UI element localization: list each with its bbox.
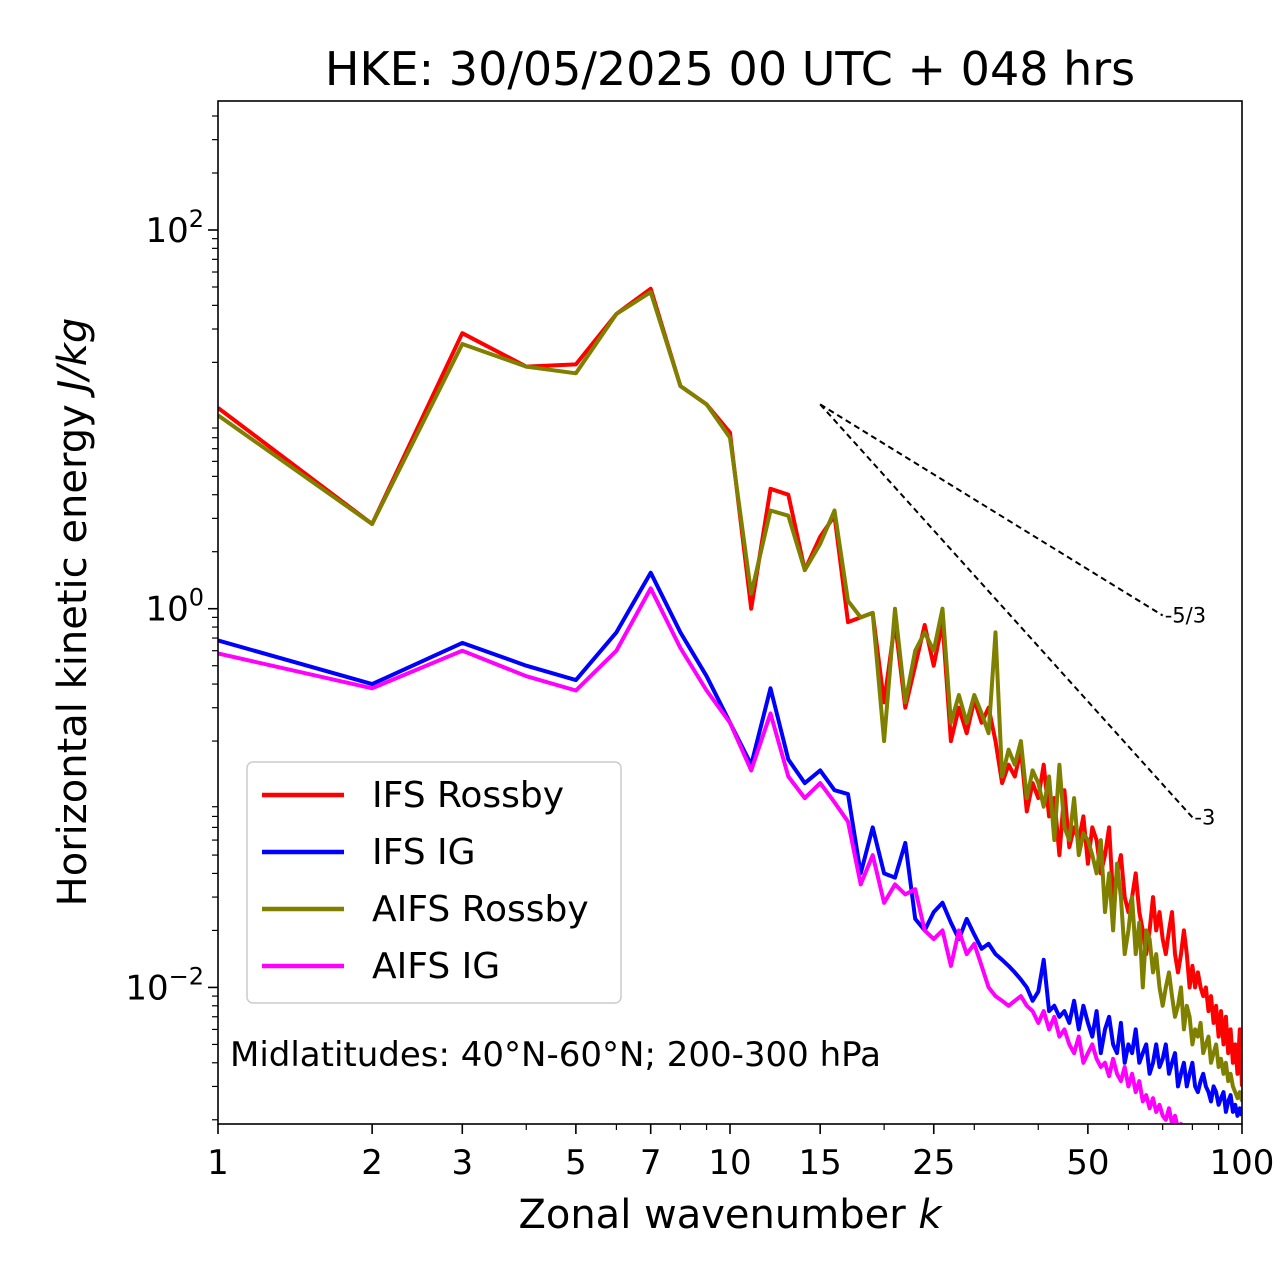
plot-frame xyxy=(217,100,1243,1125)
legend-box xyxy=(246,761,622,1004)
series-line-aifs-rossby xyxy=(218,290,1242,1102)
y-axis-label-text: Horizontal kinetic energy xyxy=(50,392,96,907)
region-annotation: Midlatitudes: 40°N-60°N; 200-300 hPa xyxy=(230,1035,881,1075)
legend-label-ifs-rossby: IFS Rossby xyxy=(372,775,564,816)
chart-title: HKE: 30/05/2025 00 UTC + 048 hrs xyxy=(325,42,1135,96)
y-tick-label: 102 xyxy=(145,205,204,251)
legend-label-aifs-rossby: AIFS Rossby xyxy=(372,889,589,930)
y-tick-label: 100 xyxy=(145,584,204,630)
legend-label-aifs-ig: AIFS IG xyxy=(372,946,500,987)
legend-label-ifs-ig: IFS IG xyxy=(372,832,476,873)
x-tick-label: 10 xyxy=(708,1143,751,1183)
y-tick-base: 10 xyxy=(125,968,168,1008)
legend-items: IFS Rossby IFS IG AIFS Rossby AIFS IG xyxy=(262,775,589,987)
x-tick-label: 2 xyxy=(361,1143,383,1183)
y-tick-exponent: 2 xyxy=(189,205,204,233)
y-tick-exponent: 0 xyxy=(189,584,204,612)
x-tick-label: 7 xyxy=(640,1143,662,1183)
reference-slope-layer: -5/3 -3 xyxy=(819,403,1215,829)
y-tick-exponent: −2 xyxy=(169,962,204,990)
x-tick-label: 3 xyxy=(451,1143,473,1183)
y-tick-label: 10−2 xyxy=(125,962,204,1008)
y-axis-label-unit: J/kg xyxy=(50,318,96,399)
series-line-aifs-ig xyxy=(218,586,1184,1124)
x-tick-label: 15 xyxy=(799,1143,842,1183)
x-tick-label: 1 xyxy=(207,1143,229,1183)
x-tick-label: 25 xyxy=(912,1143,955,1183)
series-layer xyxy=(218,286,1242,1124)
slope-line--5/3 xyxy=(819,403,1164,617)
x-tick-label: 100 xyxy=(1210,1143,1275,1183)
legend: IFS Rossby IFS IG AIFS Rossby AIFS IG xyxy=(246,761,622,1004)
x-axis-label-text: Zonal wavenumber xyxy=(518,1192,918,1238)
slope-label--3: -3 xyxy=(1194,805,1215,829)
slope-line--3 xyxy=(819,403,1194,819)
y-tick-base: 10 xyxy=(145,590,188,630)
x-axis-label: Zonal wavenumber k xyxy=(518,1192,943,1238)
x-axis-label-variable: k xyxy=(918,1192,943,1238)
series-line-ifs-ig xyxy=(218,570,1242,1118)
slope-label--5/3: -5/3 xyxy=(1165,604,1206,628)
x-tick-label: 50 xyxy=(1066,1143,1109,1183)
x-tick-label: 5 xyxy=(565,1143,587,1183)
y-axis-label: Horizontal kinetic energy J/kg xyxy=(50,318,96,907)
y-tick-base: 10 xyxy=(145,211,188,251)
